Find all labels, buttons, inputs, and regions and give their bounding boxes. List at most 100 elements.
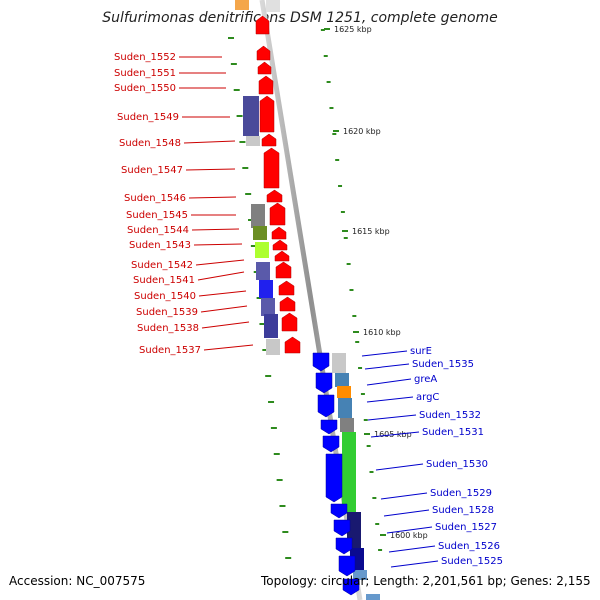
left-feature-bar (266, 0, 280, 12)
kbp-label: 1620 kbp (343, 127, 381, 136)
gene-leader-left (201, 321, 250, 329)
gene-leader-left (183, 140, 236, 144)
gene-label-left: Suden_1539 (136, 307, 198, 318)
gene-label-left: Suden_1548 (119, 138, 181, 149)
reverse-gene-arrow (263, 147, 280, 189)
gene-leader-right (364, 363, 410, 370)
kbp-label: 1615 kbp (352, 227, 390, 236)
gene-leader-right (366, 396, 414, 403)
left-feature-bar (261, 298, 275, 316)
gene-leader-right (390, 560, 439, 568)
gene-label-left: Suden_1537 (139, 345, 201, 356)
forward-gene-arrow (322, 435, 340, 453)
gene-leader-left (195, 259, 245, 266)
forward-gene-arrow (312, 352, 330, 372)
genome-summary: Topology: circular; Length: 2,201,561 bp… (261, 574, 591, 588)
gene-label-left: Suden_1542 (131, 260, 193, 271)
kbp-label: 1600 kbp (390, 531, 428, 540)
left-feature-bar (266, 339, 280, 355)
left-feature-bar (264, 314, 278, 338)
gene-leader-right (367, 414, 417, 421)
left-feature-bar (255, 242, 269, 258)
gene-leader-left (200, 305, 248, 313)
gene-leader-right (388, 545, 436, 553)
gene-label-left: Suden_1547 (121, 165, 183, 176)
right-feature-bar (338, 398, 352, 418)
reverse-gene-arrow (258, 75, 274, 95)
gene-leader-left (185, 168, 236, 171)
reverse-gene-arrow (275, 261, 292, 279)
reverse-gene-arrow (274, 250, 290, 262)
gene-label-left: Suden_1544 (127, 225, 189, 236)
accession-label: Accession: NC_007575 (9, 574, 146, 588)
reverse-gene-arrow (261, 133, 277, 147)
reverse-gene-arrow (266, 189, 283, 203)
gene-leader-left (197, 271, 245, 281)
forward-gene-arrow (333, 519, 351, 537)
reverse-gene-arrow (278, 280, 295, 296)
gene-label-right: Suden_1526 (438, 541, 500, 552)
right-feature-bar (353, 570, 367, 580)
gene-leader-right (375, 463, 424, 471)
left-feature-bar (235, 0, 249, 10)
forward-gene-arrow (330, 503, 348, 519)
reverse-gene-arrow (257, 61, 272, 75)
genome-backbone (259, 0, 363, 600)
reverse-gene-arrow (284, 336, 301, 354)
gene-label-right: Suden_1525 (441, 556, 503, 567)
left-feature-bar (243, 96, 259, 136)
reverse-gene-arrow (272, 239, 288, 251)
gene-leader-right (361, 350, 408, 357)
gene-label-left: Suden_1538 (137, 323, 199, 334)
reverse-gene-arrow (279, 296, 296, 312)
gene-leader-right (386, 526, 433, 534)
right-feature-bar (366, 594, 380, 600)
gene-label-right: Suden_1530 (426, 459, 488, 470)
gene-label-left: Suden_1552 (114, 52, 176, 63)
gene-label-right: Suden_1535 (412, 359, 474, 370)
gene-leader-left (191, 228, 240, 231)
gene-label-right: argC (416, 392, 439, 403)
gene-leader-right (370, 431, 420, 438)
gene-label-right: greA (414, 374, 437, 385)
reverse-gene-arrow (256, 45, 271, 61)
gene-label-right: Suden_1532 (419, 410, 481, 421)
left-feature-bar (246, 136, 260, 146)
gene-label-left: Suden_1543 (129, 240, 191, 251)
reverse-gene-arrow (255, 15, 270, 35)
gene-label-left: Suden_1545 (126, 210, 188, 221)
reverse-gene-arrow (281, 312, 298, 332)
left-feature-bar (259, 280, 273, 298)
reverse-gene-arrow (271, 226, 287, 240)
forward-gene-arrow (317, 394, 335, 418)
left-feature-bar (256, 262, 270, 280)
gene-label-left: Suden_1549 (117, 112, 179, 123)
right-feature-bar (332, 353, 346, 373)
gene-label-right: Suden_1529 (430, 488, 492, 499)
gene-label-left: Suden_1546 (124, 193, 186, 204)
forward-gene-arrow (335, 537, 353, 555)
gene-leader-left (188, 196, 237, 199)
gene-label-left: Suden_1551 (114, 68, 176, 79)
map-title: Sulfurimonas denitrificans DSM 1251, com… (102, 10, 498, 26)
right-feature-bar (335, 373, 349, 387)
gene-label-right: Suden_1531 (422, 427, 484, 438)
left-feature-bar (251, 204, 265, 228)
gene-leader-right (380, 492, 428, 500)
gene-label-left: Suden_1550 (114, 83, 176, 94)
gene-leader-left (203, 344, 254, 351)
gene-leader-right (366, 378, 412, 386)
gene-leader-left (198, 290, 247, 297)
forward-gene-arrow (325, 453, 343, 503)
gene-leader-right (383, 509, 430, 517)
right-feature-bar (337, 386, 351, 398)
gene-label-right: Suden_1527 (435, 522, 497, 533)
gene-label-left: Suden_1540 (134, 291, 196, 302)
right-feature-bar (342, 432, 356, 512)
forward-gene-arrow (315, 372, 333, 394)
forward-gene-arrow (338, 555, 356, 577)
gene-leader-left (193, 243, 243, 246)
gene-label-right: Suden_1528 (432, 505, 494, 516)
forward-gene-arrow (320, 419, 338, 435)
